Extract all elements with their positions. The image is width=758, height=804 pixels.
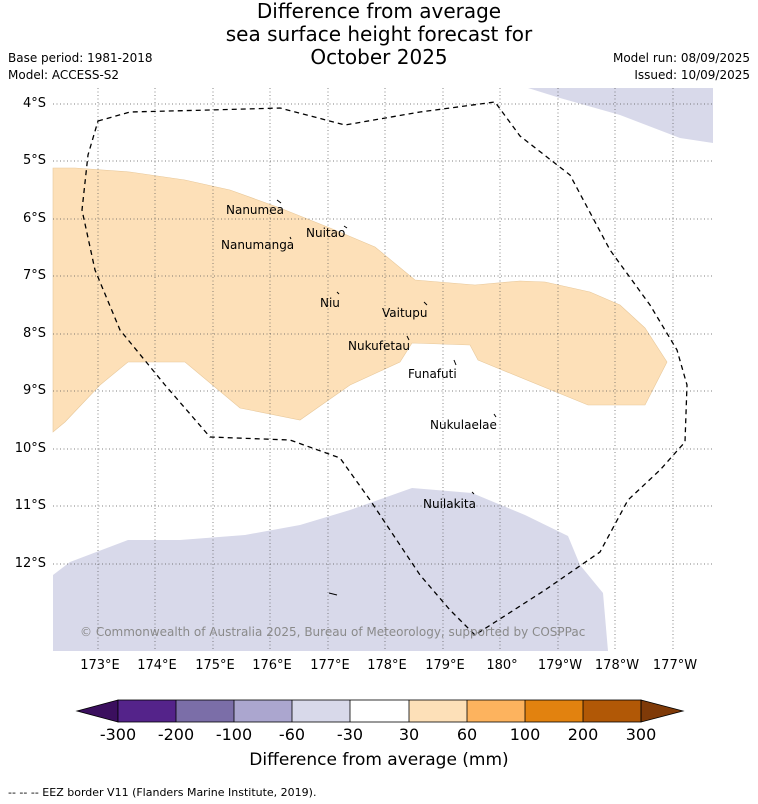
island-shape-nanumea xyxy=(276,199,282,204)
colorbar-title: Difference from average (mm) xyxy=(249,750,509,770)
colorbar-over-triangle xyxy=(640,699,685,723)
island-shape-nuilakita xyxy=(471,491,475,495)
colorbar-tick-7: 60 xyxy=(456,725,478,744)
colorbar-tick-6: 30 xyxy=(398,725,420,744)
colorbar-bin-6 xyxy=(409,700,467,722)
lat-label-8s: 8°S xyxy=(22,326,46,341)
island-label-niu: Niu xyxy=(320,296,340,310)
lon-label-179w: 179°W xyxy=(537,658,583,673)
colorbar-bin-3 xyxy=(234,700,292,722)
island-label-nukulaelae: Nukulaelae xyxy=(430,418,497,432)
colorbar-tick-1: -300 xyxy=(99,725,137,744)
colorbar-bin-4 xyxy=(292,700,350,722)
meta-right: Model run: 08/09/2025 Issued: 10/09/2025 xyxy=(613,50,750,84)
island-shape-nuitao xyxy=(343,225,348,229)
colorbar-outline xyxy=(117,699,642,723)
lon-label-178e: 178°E xyxy=(367,658,407,673)
island-label-vaitupu: Vaitupu xyxy=(382,306,428,320)
lon-label-174e: 174°E xyxy=(137,658,177,673)
title-line-1: Difference from average xyxy=(256,0,502,23)
island-shape-nukulaelae xyxy=(493,413,497,418)
island-label-nanumea: Nanumea xyxy=(226,203,284,217)
meta-left: Base period: 1981-2018 Model: ACCESS-S2 xyxy=(8,50,153,84)
lat-label-12s: 12°S xyxy=(14,556,46,571)
island-shape-funafuti xyxy=(453,359,457,366)
graticule xyxy=(53,88,713,651)
base-period: Base period: 1981-2018 xyxy=(8,51,153,65)
colorbar-bin-8 xyxy=(525,700,583,722)
lon-label-178w: 178°W xyxy=(594,658,640,673)
negative-anomaly-region-south xyxy=(53,488,608,651)
model-run: Model run: 08/09/2025 xyxy=(612,51,750,65)
colorbar-tick-9: 200 xyxy=(567,725,599,744)
colorbar-tick-2: -200 xyxy=(157,725,195,744)
map-title: Difference from average sea surface heig… xyxy=(0,0,758,69)
lon-label-177e: 177°E xyxy=(310,658,350,673)
lat-label-10s: 10°S xyxy=(14,441,46,456)
lat-label-7s: 7°S xyxy=(22,268,46,283)
island-label-nanumanga: Nanumanga xyxy=(221,238,295,252)
colorbar-bin-9 xyxy=(583,700,641,722)
negative-anomaly-region-ne xyxy=(528,88,713,143)
island-shape-reef xyxy=(328,592,338,596)
lon-label-176e: 176°E xyxy=(252,658,292,673)
lon-label-180: 180° xyxy=(486,658,518,673)
lat-label-6s: 6°S xyxy=(22,211,46,226)
issued-date: Issued: 10/09/2025 xyxy=(634,68,750,82)
island-shape-nukufetau xyxy=(406,335,410,341)
copyright-notice: © Commonwealth of Australia 2025, Bureau… xyxy=(80,625,586,639)
lon-label-179e: 179°E xyxy=(425,658,465,673)
colorbar-tick-3: -100 xyxy=(215,725,253,744)
lon-label-173e: 173°E xyxy=(80,658,120,673)
colorbar-tick-10: 300 xyxy=(625,725,657,744)
island-label-nuilakita: Nuilakita xyxy=(423,497,476,511)
island-label-nuitao: Nuitao xyxy=(306,226,346,240)
colorbar-bin-7 xyxy=(467,700,525,722)
colorbar xyxy=(75,699,685,723)
lat-label-9s: 9°S xyxy=(22,383,46,398)
island-markers xyxy=(276,199,497,596)
lon-label-177w: 177°W xyxy=(652,658,698,673)
colorbar-tick-4: -60 xyxy=(278,725,306,744)
colorbar-tick-8: 100 xyxy=(509,725,541,744)
island-shape-nanumanga xyxy=(289,236,292,240)
eez-footnote: -- -- -- EEZ border V11 (Flanders Marine… xyxy=(8,786,317,799)
colorbar-bin-5 xyxy=(350,700,409,722)
lon-label-175e: 175°E xyxy=(195,658,235,673)
lat-label-4s: 4°S xyxy=(22,96,46,111)
model-name: Model: ACCESS-S2 xyxy=(8,68,120,82)
island-shape-vaitupu xyxy=(423,301,428,306)
island-label-funafuti: Funafuti xyxy=(408,367,457,381)
title-line-3: October 2025 xyxy=(310,45,448,69)
colorbar-under-triangle xyxy=(75,699,119,723)
island-shape-niu xyxy=(336,291,340,295)
title-line-2: sea surface height forecast for xyxy=(225,22,533,46)
island-label-nukufetau: Nukufetau xyxy=(348,339,411,353)
colorbar-tick-5: -30 xyxy=(336,725,364,744)
colorbar-bin-2 xyxy=(176,700,234,722)
colorbar-bin-1 xyxy=(118,700,176,722)
positive-anomaly-region xyxy=(52,167,668,433)
lat-label-5s: 5°S xyxy=(22,153,46,168)
lat-label-11s: 11°S xyxy=(14,498,46,513)
